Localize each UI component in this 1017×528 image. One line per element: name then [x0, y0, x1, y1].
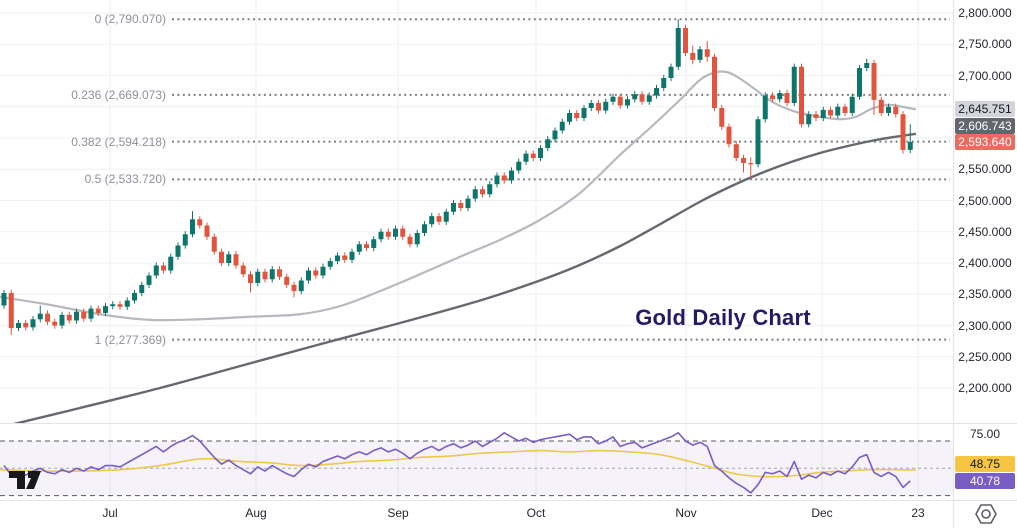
time-label-aug: Aug — [245, 506, 267, 520]
last-price-badge: 2,593.640 — [955, 134, 1015, 150]
time-label-23: 23 — [911, 506, 925, 520]
rsi-value-badge: 40.78 — [955, 473, 1015, 489]
chart-title-annotation: Gold Daily Chart — [635, 305, 811, 330]
fib-label-0382: 0.382 (2,594.218) — [71, 135, 166, 149]
time-label-oct: Oct — [526, 506, 546, 520]
price-tick: 2,200.000 — [958, 381, 1012, 395]
price-tick: 2,800.000 — [958, 6, 1012, 20]
price-tick: 2,400.000 — [958, 256, 1012, 270]
price-tick: 2,250.000 — [958, 350, 1012, 364]
price-tick: 2,450.000 — [958, 225, 1012, 239]
rsi-ma-value-badge: 48.75 — [955, 456, 1015, 472]
price-tick: 2,350.000 — [958, 287, 1012, 301]
price-tick: 2,300.000 — [958, 319, 1012, 333]
ma-fast-price-badge: 2,645.751 — [955, 101, 1015, 117]
time-label-nov: Nov — [675, 506, 697, 520]
price-tick: 2,750.000 — [958, 37, 1012, 51]
fib-label-0236: 0.236 (2,669.073) — [71, 88, 166, 102]
rsi-axis-tick: 75.00 — [969, 427, 1001, 441]
fib-label-0: 0 (2,790.070) — [94, 12, 166, 26]
price-scale-settings-icon[interactable] — [973, 503, 999, 525]
time-label-dec: Dec — [811, 506, 833, 520]
time-label-jul: Jul — [102, 506, 118, 520]
tradingview-logo[interactable] — [8, 466, 42, 492]
fib-label-05: 0.5 (2,533.720) — [84, 172, 166, 186]
fib-label-1: 1 (2,277.369) — [94, 333, 166, 347]
price-tick: 2,550.000 — [958, 162, 1012, 176]
ma-slow-price-badge: 2,606.743 — [955, 118, 1015, 134]
price-tick: 2,500.000 — [958, 194, 1012, 208]
price-tick: 2,700.000 — [958, 69, 1012, 83]
time-label-sep: Sep — [387, 506, 409, 520]
